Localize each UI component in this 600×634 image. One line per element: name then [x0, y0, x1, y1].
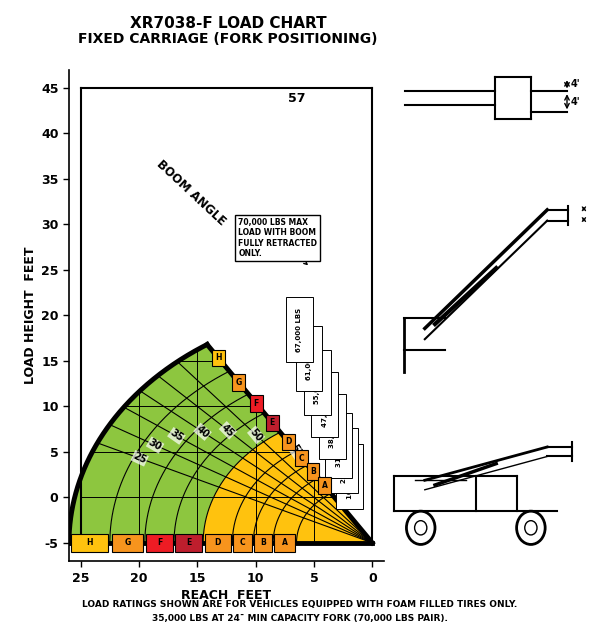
Text: 57: 57	[288, 93, 305, 105]
FancyBboxPatch shape	[250, 396, 263, 412]
Polygon shape	[232, 451, 308, 543]
FancyBboxPatch shape	[233, 534, 252, 552]
FancyBboxPatch shape	[112, 534, 143, 552]
Text: E: E	[269, 418, 275, 427]
Polygon shape	[296, 493, 373, 543]
Text: 40: 40	[194, 424, 211, 440]
Text: C: C	[240, 538, 245, 547]
Text: BOOM ANGLE: BOOM ANGLE	[154, 157, 229, 228]
Polygon shape	[253, 465, 319, 543]
Polygon shape	[69, 344, 229, 543]
FancyBboxPatch shape	[318, 477, 331, 494]
Text: 25: 25	[131, 451, 148, 466]
Text: 45: 45	[220, 422, 236, 439]
Text: 4': 4'	[571, 79, 580, 89]
Text: 16,000 LBS: 16,000 LBS	[347, 455, 353, 499]
FancyBboxPatch shape	[266, 415, 278, 431]
Text: LOAD RATINGS SHOWN ARE FOR VEHICLES EQUIPPED WITH FOAM FILLED TIRES ONLY.: LOAD RATINGS SHOWN ARE FOR VEHICLES EQUI…	[82, 600, 518, 609]
Text: F: F	[157, 538, 162, 547]
Text: 31,000 LBS: 31,000 LBS	[336, 424, 342, 467]
Text: XR7038-F LOAD CHART: XR7038-F LOAD CHART	[130, 16, 326, 32]
FancyBboxPatch shape	[212, 349, 224, 366]
Text: D: D	[215, 538, 221, 547]
Text: C: C	[299, 454, 305, 463]
Text: A: A	[282, 538, 288, 547]
Text: 57: 57	[288, 443, 304, 460]
FancyBboxPatch shape	[175, 534, 202, 552]
Text: H: H	[215, 353, 221, 363]
Polygon shape	[273, 478, 331, 543]
Text: G: G	[124, 538, 130, 547]
FancyBboxPatch shape	[232, 375, 245, 391]
Text: F: F	[254, 399, 259, 408]
Text: B: B	[310, 467, 316, 476]
Text: D: D	[285, 437, 292, 446]
Polygon shape	[145, 394, 265, 543]
Text: A: A	[322, 481, 328, 490]
Polygon shape	[203, 432, 296, 543]
FancyBboxPatch shape	[205, 534, 231, 552]
Text: FIXED CARRIAGE (FORK POSITIONING): FIXED CARRIAGE (FORK POSITIONING)	[78, 32, 378, 46]
FancyBboxPatch shape	[146, 534, 173, 552]
Text: 70,000 LBS MAX
LOAD WITH BOOM
FULLY RETRACTED
ONLY.: 70,000 LBS MAX LOAD WITH BOOM FULLY RETR…	[238, 218, 317, 264]
Text: 23,500 LBS: 23,500 LBS	[341, 439, 347, 482]
Text: 30: 30	[147, 437, 163, 453]
FancyBboxPatch shape	[282, 434, 295, 450]
Polygon shape	[174, 413, 280, 543]
Y-axis label: LOAD HEIGHT  FEET: LOAD HEIGHT FEET	[24, 247, 37, 384]
FancyBboxPatch shape	[307, 463, 319, 480]
Text: 47,500 LBS: 47,500 LBS	[322, 382, 328, 427]
Text: 35: 35	[168, 428, 185, 444]
FancyBboxPatch shape	[71, 534, 108, 552]
Text: 38,500 LBS: 38,500 LBS	[329, 404, 335, 448]
Text: 67,000 LBS: 67,000 LBS	[296, 307, 302, 352]
FancyBboxPatch shape	[274, 534, 295, 552]
Text: G: G	[236, 378, 242, 387]
Text: H: H	[86, 538, 92, 547]
Text: 61,000 LBS: 61,000 LBS	[306, 336, 312, 380]
Text: E: E	[186, 538, 191, 547]
X-axis label: REACH  FEET: REACH FEET	[181, 589, 272, 602]
Text: B: B	[260, 538, 266, 547]
Text: 35,000 LBS AT 24¯ MIN CAPACITY FORK (70,000 LBS PAIR).: 35,000 LBS AT 24¯ MIN CAPACITY FORK (70,…	[152, 614, 448, 623]
Text: 50: 50	[248, 427, 264, 443]
FancyBboxPatch shape	[254, 534, 272, 552]
FancyBboxPatch shape	[295, 450, 308, 467]
Text: 55,000 LBS: 55,000 LBS	[314, 361, 320, 404]
Polygon shape	[110, 371, 248, 543]
Text: 4': 4'	[571, 97, 580, 107]
